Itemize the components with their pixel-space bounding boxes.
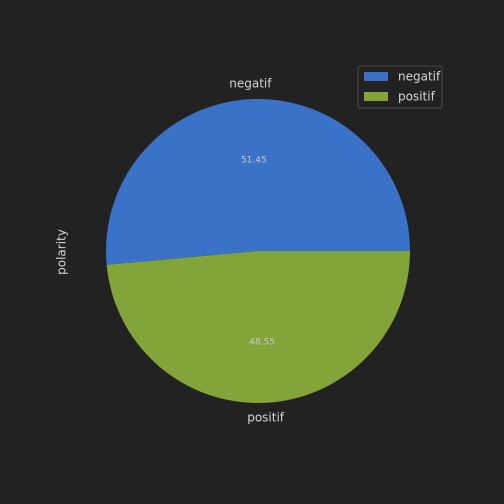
- legend: negatif positif: [357, 65, 443, 109]
- legend-swatch-negatif: [364, 72, 388, 81]
- pie-slice-negatif: [106, 99, 410, 265]
- pie-slices: [106, 99, 411, 404]
- legend-label-positif: positif: [398, 90, 436, 104]
- pie-labels: negatif 51.45 positif 48.55: [229, 76, 285, 424]
- pct-label-positif: 48.55: [249, 338, 275, 348]
- y-axis-label: polarity: [55, 229, 69, 275]
- pie-slice-positif: [106, 251, 411, 404]
- legend-label-negatif: negatif: [398, 70, 441, 84]
- pct-label-negatif: 51.45: [241, 155, 267, 165]
- slice-label-negatif: negatif: [229, 76, 272, 90]
- legend-swatch-positif: [364, 92, 388, 101]
- slice-label-positif: positif: [247, 411, 285, 425]
